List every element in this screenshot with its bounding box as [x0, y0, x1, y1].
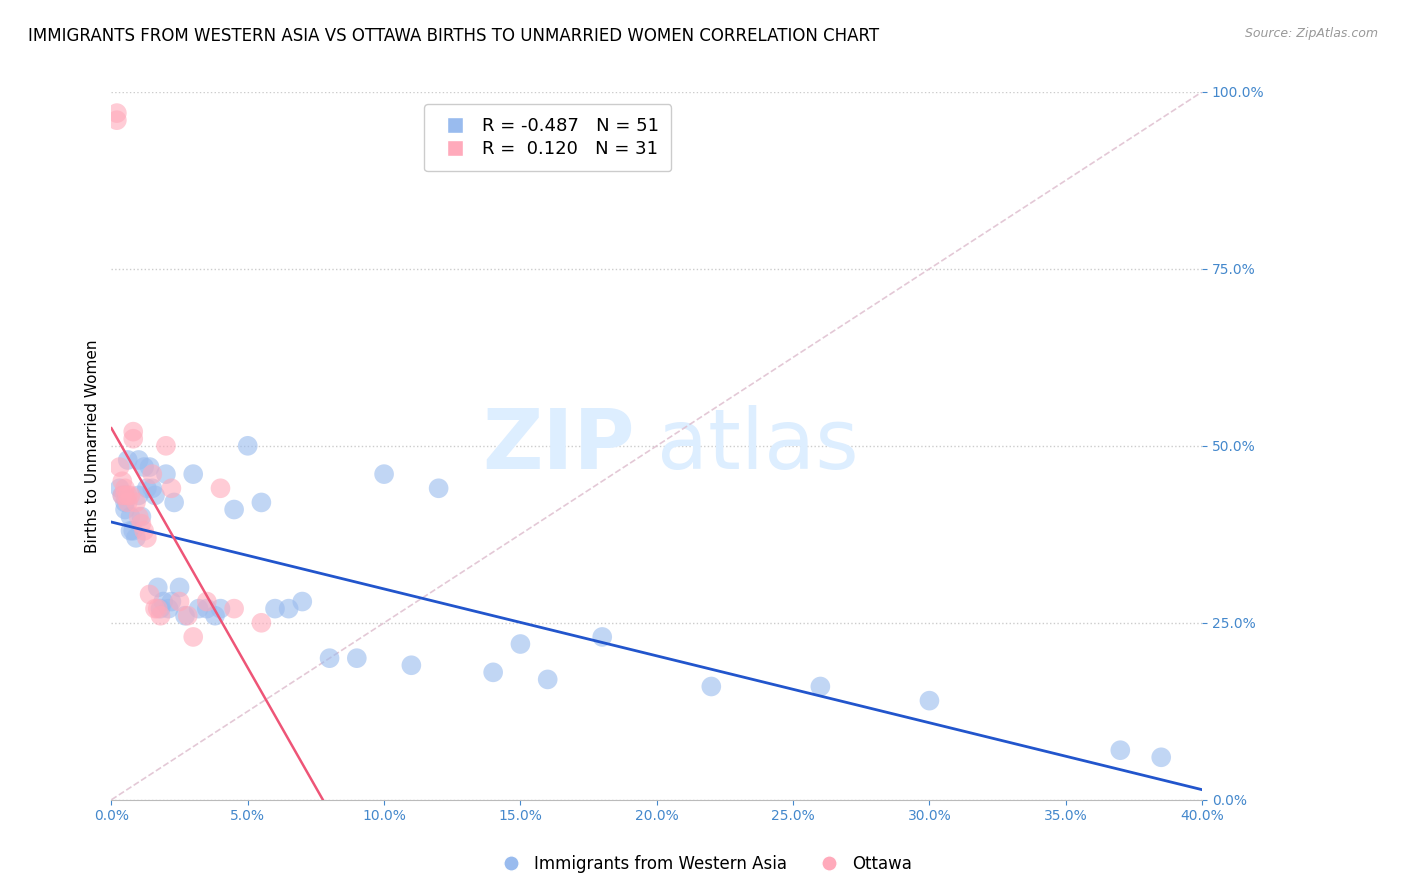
Point: [120, 509, 142, 524]
Point: [700, 680, 723, 694]
Point: [114, 481, 136, 495]
Point: [195, 594, 218, 608]
Point: [141, 467, 163, 482]
Point: [318, 651, 340, 665]
Point: [177, 608, 200, 623]
Point: [169, 581, 191, 595]
Point: [135, 531, 157, 545]
Point: [157, 601, 180, 615]
Point: [141, 481, 163, 495]
Point: [169, 594, 191, 608]
Point: [537, 673, 560, 687]
Point: [209, 601, 232, 615]
Legend: R = -0.487   N = 51, R =  0.120   N = 31: R = -0.487 N = 51, R = 0.120 N = 31: [425, 104, 672, 171]
Point: [105, 113, 128, 128]
Point: [108, 460, 131, 475]
Point: [152, 594, 174, 608]
Point: [138, 460, 160, 475]
Point: [120, 488, 142, 502]
Point: [128, 509, 150, 524]
Point: [155, 439, 177, 453]
Text: Source: ZipAtlas.com: Source: ZipAtlas.com: [1244, 27, 1378, 40]
Point: [482, 665, 505, 680]
Point: [128, 453, 150, 467]
Point: [111, 488, 134, 502]
Point: [117, 495, 139, 509]
Point: [591, 630, 613, 644]
Point: [114, 502, 136, 516]
Point: [250, 495, 273, 509]
Point: [134, 460, 156, 475]
Point: [224, 601, 246, 615]
Point: [138, 587, 160, 601]
Text: ZIP: ZIP: [482, 405, 636, 486]
Point: [155, 467, 177, 482]
Point: [143, 488, 166, 502]
Point: [291, 594, 314, 608]
Point: [250, 615, 273, 630]
Text: atlas: atlas: [657, 405, 859, 486]
Point: [114, 488, 136, 502]
Y-axis label: Births to Unmarried Women: Births to Unmarried Women: [86, 339, 100, 552]
Point: [163, 495, 186, 509]
Point: [209, 481, 232, 495]
Point: [122, 425, 145, 439]
Point: [135, 481, 157, 495]
Point: [117, 453, 139, 467]
Point: [108, 481, 131, 495]
Point: [134, 524, 156, 538]
Point: [160, 481, 183, 495]
Point: [146, 581, 169, 595]
Text: IMMIGRANTS FROM WESTERN ASIA VS OTTAWA BIRTHS TO UNMARRIED WOMEN CORRELATION CHA: IMMIGRANTS FROM WESTERN ASIA VS OTTAWA B…: [28, 27, 879, 45]
Point: [122, 524, 145, 538]
Point: [427, 481, 450, 495]
Point: [373, 467, 395, 482]
Point: [128, 488, 150, 502]
Point: [131, 516, 153, 531]
Point: [143, 601, 166, 615]
Point: [181, 630, 204, 644]
Point: [401, 658, 423, 673]
Point: [105, 106, 128, 120]
Point: [195, 601, 218, 615]
Point: [187, 601, 209, 615]
Point: [125, 531, 148, 545]
Point: [114, 495, 136, 509]
Point: [236, 439, 259, 453]
Point: [264, 601, 287, 615]
Point: [160, 594, 183, 608]
Point: [918, 693, 941, 707]
Point: [125, 495, 148, 509]
Point: [1150, 750, 1173, 764]
Point: [111, 474, 134, 488]
Point: [117, 488, 139, 502]
Point: [149, 601, 172, 615]
Point: [204, 608, 226, 623]
Point: [146, 601, 169, 615]
Point: [808, 680, 831, 694]
Point: [346, 651, 368, 665]
Point: [131, 509, 153, 524]
Point: [509, 637, 531, 651]
Point: [120, 524, 142, 538]
Legend: Immigrants from Western Asia, Ottawa: Immigrants from Western Asia, Ottawa: [488, 848, 918, 880]
Point: [111, 488, 134, 502]
Point: [181, 467, 204, 482]
Point: [224, 502, 246, 516]
Point: [174, 608, 197, 623]
Point: [1109, 743, 1132, 757]
Point: [149, 608, 172, 623]
Point: [122, 432, 145, 446]
Point: [277, 601, 299, 615]
